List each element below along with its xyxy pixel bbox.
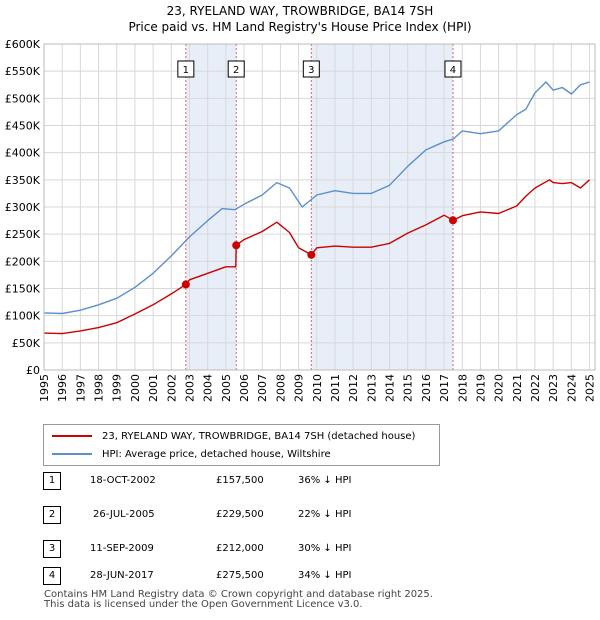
x-tick-label: 1999 (111, 374, 124, 402)
legend-swatch-property (52, 435, 92, 437)
sale-price: £275,500 (216, 570, 264, 581)
chart-title: 23, RYELAND WAY, TROWBRIDGE, BA14 7SH (166, 4, 434, 18)
sale-row: 4 28-JUN-2017 £275,500 34% ↓ HPI (43, 567, 443, 585)
sale-price: £212,000 (216, 543, 264, 554)
x-tick-label: 2012 (347, 374, 360, 402)
x-tick-label: 2015 (402, 374, 415, 402)
legend-label-hpi: HPI: Average price, detached house, Wilt… (102, 448, 331, 460)
x-tick-label: 2025 (584, 374, 597, 402)
sale-hpi-diff: 34% ↓ HPI (298, 570, 352, 581)
x-tick-label: 2010 (311, 374, 324, 402)
x-tick-label: 2002 (165, 374, 178, 402)
x-tick-label: 2014 (384, 374, 397, 402)
sale-hpi-diff: 30% ↓ HPI (298, 543, 352, 554)
x-tick-label: 1996 (56, 374, 69, 402)
x-tick-label: 2019 (474, 374, 487, 402)
x-tick-label: 2011 (329, 374, 342, 402)
y-tick-label: £600K (5, 38, 41, 51)
sale-marker-box (444, 60, 462, 78)
hpi-line (43, 81, 590, 315)
x-tick-label: 2023 (547, 374, 560, 402)
y-tick-label: £250K (5, 228, 41, 241)
sale-marker-label: 4 (450, 65, 456, 76)
x-tick-label: 2022 (529, 374, 542, 402)
x-tick-label: 2013 (365, 374, 378, 402)
x-tick-label: 2006 (238, 374, 251, 402)
y-tick-label: £350K (5, 174, 41, 187)
x-tick-label: 2000 (129, 374, 142, 402)
y-tick-label: £200K (5, 255, 41, 268)
y-tick-label: £400K (5, 147, 41, 160)
x-tick-label: 2018 (456, 374, 469, 402)
x-tick-label: 1997 (74, 374, 87, 402)
footer-licence: This data is licensed under the Open Gov… (44, 599, 363, 610)
sale-row: 1 18-OCT-2002 £157,500 36% ↓ HPI (43, 472, 443, 490)
x-tick-label: 2001 (147, 374, 160, 402)
sale-row: 3 11-SEP-2009 £212,000 30% ↓ HPI (43, 540, 443, 558)
x-tick-label: 2005 (220, 374, 233, 402)
x-tick-label: 2016 (420, 374, 433, 402)
sale-marker-box (227, 60, 245, 78)
y-tick-label: £100K (5, 310, 41, 323)
x-tick-label: 2009 (293, 374, 306, 402)
sale-marker-box (177, 60, 195, 78)
sale-marker-label: 1 (183, 65, 189, 76)
x-tick-label: 2017 (438, 374, 451, 402)
x-tick-label: 2020 (493, 374, 506, 402)
sale-number-badge: 2 (43, 506, 61, 524)
legend-label-property: 23, RYELAND WAY, TROWBRIDGE, BA14 7SH (d… (102, 430, 416, 442)
sale-point (448, 216, 457, 225)
footer-copyright: Contains HM Land Registry data © Crown c… (44, 589, 433, 600)
y-tick-label: £150K (5, 283, 41, 296)
x-tick-label: 2021 (511, 374, 524, 402)
chart-subtitle: Price paid vs. HM Land Registry's House … (128, 20, 472, 34)
sale-number-badge: 1 (43, 472, 61, 490)
chart-area: 1 2 3 4 £0 £50K £100K £150K £200K £250K £300K £350K… (5, 38, 597, 402)
sale-date: 18-OCT-2002 (90, 475, 156, 486)
sale-price: £229,500 (216, 509, 264, 520)
sale-point (232, 241, 241, 250)
sale-point (181, 280, 190, 289)
legend-swatch-hpi (52, 453, 92, 455)
y-tick-label: £550K (5, 65, 41, 78)
x-tick-label: 2024 (565, 374, 578, 402)
sale-marker-label: 3 (308, 65, 314, 76)
sale-hpi-diff: 22% ↓ HPI (298, 509, 352, 520)
sale-date: 11-SEP-2009 (90, 543, 154, 554)
sale-price: £157,500 (216, 475, 264, 486)
sale-marker-box (302, 60, 320, 78)
x-tick-label: 2008 (274, 374, 287, 402)
y-tick-label: £450K (5, 120, 41, 133)
y-tick-label: £500K (5, 92, 41, 105)
y-tick-label: £300K (5, 201, 41, 214)
legend: 23, RYELAND WAY, TROWBRIDGE, BA14 7SH (d… (43, 424, 440, 466)
x-tick-label: 2003 (183, 374, 196, 402)
sale-number-badge: 3 (43, 540, 61, 558)
sale-date: 28-JUN-2017 (90, 570, 154, 581)
x-tick-label: 2004 (202, 374, 215, 402)
y-tick-label: £50K (12, 337, 41, 350)
sale-date: 26-JUL-2005 (93, 509, 155, 520)
legend-item-hpi: HPI: Average price, detached house, Wilt… (52, 446, 331, 462)
legend-item-property: 23, RYELAND WAY, TROWBRIDGE, BA14 7SH (d… (52, 428, 415, 444)
y-tick-label: £0 (26, 364, 40, 377)
x-tick-label: 1995 (38, 374, 51, 402)
sale-hpi-diff: 36% ↓ HPI (298, 475, 352, 486)
price-paid-line (43, 179, 590, 335)
sale-number-badge: 4 (43, 567, 61, 585)
sale-point (307, 250, 316, 259)
x-tick-label: 2007 (256, 374, 269, 402)
plot-frame (43, 43, 596, 371)
sale-row: 2 26-JUL-2005 £229,500 22% ↓ HPI (43, 506, 443, 524)
sale-marker-label: 2 (233, 65, 239, 76)
x-tick-label: 1998 (93, 374, 106, 402)
